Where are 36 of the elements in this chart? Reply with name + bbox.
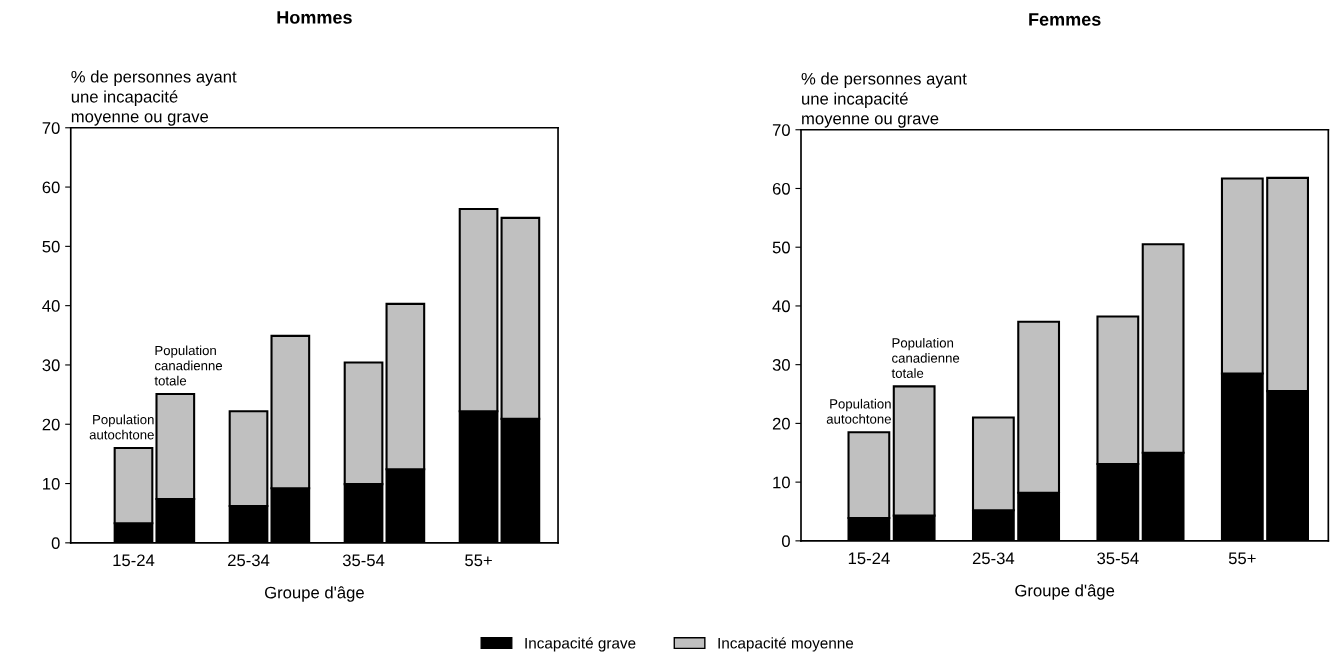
y-tick-label: 30 [42,359,60,372]
x-tick-label: 25-34 [972,552,1015,565]
y-tick-label: 30 [772,359,790,371]
y-tick-label: 60 [42,181,60,194]
y-tick-label: 60 [772,182,790,195]
x-tick-label: 35-54 [342,554,385,567]
y-tick-label: 50 [772,241,790,254]
y-tick-label: 40 [772,300,790,313]
x-tick-label: 15-24 [848,552,890,565]
legend-label: Incapacité grave [525,637,636,652]
x-axis-title: Groupe d'âge [1015,584,1115,600]
y-tick-label: 10 [773,476,790,489]
legend-label: Incapacité moyenne [718,637,854,652]
y-tick-label: 0 [51,537,60,550]
y-axis-title: % de personnes ayant une incapacité moyenne ou grave [801,72,967,128]
y-tick-label: 20 [772,417,790,430]
annotation: Population autochtone [89,414,154,440]
annotation: Population canadienne totale [154,345,223,386]
x-tick-label: 55+ [465,554,492,567]
y-tick-label: 40 [42,300,60,312]
y-tick-label: 0 [781,535,790,548]
y-tick-label: 10 [43,477,60,490]
chart-title: Femmes [1029,13,1101,26]
y-tick-label: 70 [772,124,790,136]
x-tick-label: 15-24 [113,554,155,567]
y-axis-title: % de personnes ayant une incapacité moyenne ou grave [71,70,237,126]
x-tick-label: 25-34 [228,554,270,567]
x-axis-title: Groupe d'âge [265,586,364,602]
y-tick-label: 70 [42,122,60,134]
annotation: Population autochtone [826,398,891,424]
annotation: Population canadienne totale [891,337,960,378]
chart-title: Hommes [277,11,352,24]
x-tick-label: 55+ [1228,552,1256,565]
x-tick-label: 35-54 [1097,552,1139,565]
y-tick-label: 50 [42,240,60,253]
y-tick-label: 20 [42,418,60,431]
